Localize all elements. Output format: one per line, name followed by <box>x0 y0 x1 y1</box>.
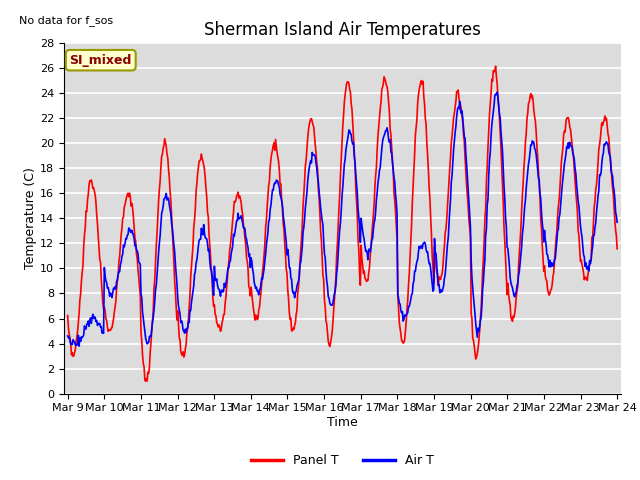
Title: Sherman Island Air Temperatures: Sherman Island Air Temperatures <box>204 21 481 39</box>
Panel T <box>187 274 195 280</box>
Panel T <box>426 196 434 202</box>
Text: No data for f_sos: No data for f_sos <box>19 15 113 26</box>
Panel T <box>492 63 499 69</box>
X-axis label: Time: Time <box>327 416 358 429</box>
Air T <box>76 343 83 349</box>
Air T <box>493 89 501 95</box>
Panel T <box>142 378 150 384</box>
Air T <box>410 278 418 284</box>
Panel T <box>216 325 223 331</box>
Legend: Panel T, Air T: Panel T, Air T <box>246 449 438 472</box>
Y-axis label: Temperature (C): Temperature (C) <box>24 168 37 269</box>
Air T <box>131 243 139 249</box>
Air T <box>216 289 223 295</box>
Air T <box>74 342 81 348</box>
Panel T <box>131 225 138 230</box>
Panel T <box>410 168 418 173</box>
Line: Air T: Air T <box>68 92 617 346</box>
Panel T <box>64 312 72 318</box>
Line: Panel T: Panel T <box>68 66 617 381</box>
Text: SI_mixed: SI_mixed <box>70 54 132 67</box>
Panel T <box>613 246 621 252</box>
Air T <box>187 308 195 313</box>
Air T <box>613 219 621 225</box>
Air T <box>64 333 72 339</box>
Panel T <box>74 329 81 335</box>
Air T <box>426 261 434 266</box>
